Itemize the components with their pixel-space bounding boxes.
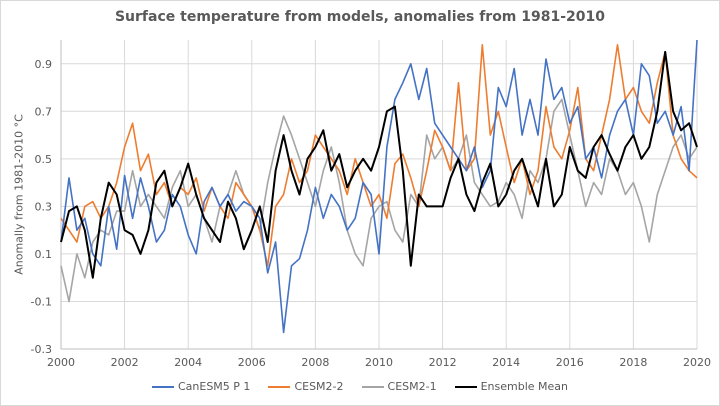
- y-tick-label: -0.1: [31, 295, 52, 308]
- legend: CanESM5 P 1 CESM2-2 CESM2-1 Ensemble Mea…: [0, 380, 720, 393]
- legend-swatch: [454, 385, 477, 388]
- legend-label: Ensemble Mean: [480, 380, 569, 393]
- x-tick-label: 2004: [174, 356, 202, 369]
- y-tick-label: 0.1: [35, 248, 53, 261]
- x-tick-label: 2016: [556, 356, 584, 369]
- x-tick-label: 2008: [301, 356, 329, 369]
- legend-item-cesm2-2[interactable]: CESM2-2: [268, 380, 344, 393]
- x-tick-label: 2018: [619, 356, 647, 369]
- x-tick-label: 2012: [429, 356, 457, 369]
- y-tick-label: 0.3: [35, 200, 53, 213]
- grid-lines: [60, 40, 698, 350]
- x-tick-label: 2020: [683, 356, 711, 369]
- y-tick-labels: 0.9 0.7 0.5 0.3 0.1 -0.1 -0.3: [31, 58, 52, 356]
- y-tick-label: 0.9: [35, 58, 53, 71]
- chart-title: Surface temperature from models, anomali…: [114, 9, 606, 25]
- x-tick-label: 2000: [47, 356, 75, 369]
- y-tick-label: 0.7: [35, 105, 53, 118]
- x-tick-label: 2014: [492, 356, 520, 369]
- y-tick-label: -0.3: [31, 343, 52, 356]
- y-tick-label: 0.5: [35, 153, 53, 166]
- series-line-canesm5-p-1: [60, 39, 698, 334]
- x-tick-label: 2002: [111, 356, 139, 369]
- legend-label: CanESM5 P 1: [177, 380, 251, 393]
- legend-label: CESM2-2: [294, 380, 344, 393]
- series-lines: [60, 39, 698, 334]
- legend-swatch: [151, 385, 174, 388]
- series-line-cesm2-2: [60, 43, 698, 267]
- legend-label: CESM2-1: [387, 380, 437, 393]
- legend-item-ensemble-mean[interactable]: Ensemble Mean: [454, 380, 569, 393]
- series-line-ensemble-mean: [60, 50, 698, 279]
- x-tick-label: 2010: [365, 356, 393, 369]
- x-tick-labels: 2000 2002 2004 2006 2008 2010 2012 2014 2016 2018…: [47, 356, 711, 369]
- legend-item-cesm2-1[interactable]: CESM2-1: [361, 380, 437, 393]
- series-line-cesm2-1: [60, 98, 698, 303]
- legend-swatch: [268, 385, 291, 388]
- legend-swatch: [361, 385, 384, 388]
- legend-item-canesm5[interactable]: CanESM5 P 1: [151, 380, 251, 393]
- x-tick-label: 2006: [238, 356, 266, 369]
